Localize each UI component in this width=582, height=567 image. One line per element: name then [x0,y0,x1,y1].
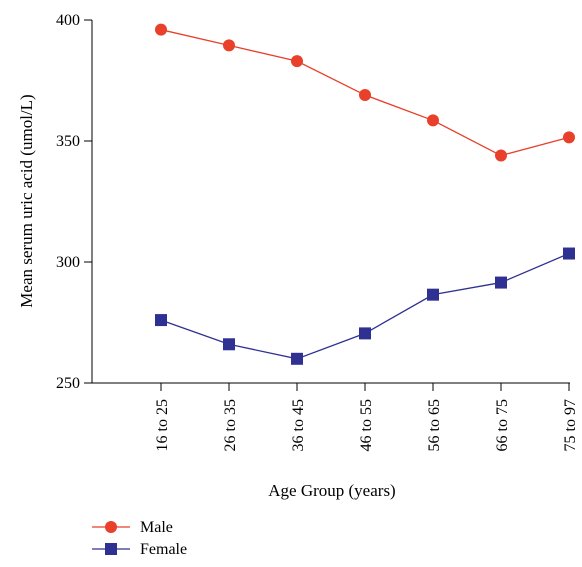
y-tick-label: 350 [56,133,80,150]
male-legend-label: Male [140,519,173,536]
x-ticks: 16 to 25 26 to 35 36 to 45 46 to 55 56 to 65… [154,383,579,451]
female-point [359,327,371,340]
y-tick-label: 400 [56,12,80,29]
x-tick-label: 26 to 35 [222,399,239,451]
female-point [223,338,235,351]
male-point [427,114,439,127]
legend: Male Female [92,519,187,558]
female-series-line [160,252,570,360]
y-tick-label: 300 [56,254,80,271]
y-axis-title: Mean serum uric acid (umol/L) [17,94,36,307]
female-legend-label: Female [140,541,187,558]
male-point [495,149,507,162]
axes [91,20,570,384]
female-point [563,247,575,260]
male-point [359,89,371,102]
y-tick-label: 250 [56,375,80,392]
x-tick-label: 56 to 65 [426,399,443,451]
male-point [223,39,235,52]
male-point [155,23,167,36]
female-point [427,288,439,301]
x-tick-label: 46 to 55 [358,399,375,451]
male-legend-marker [105,521,117,533]
female-legend-marker [105,543,117,555]
x-tick-label: 66 to 75 [494,399,511,451]
x-axis-title: Age Group (years) [268,481,395,500]
female-point [291,352,303,365]
x-tick-label: 36 to 45 [290,399,307,451]
male-point [563,131,575,144]
x-tick-label: 75 to 97 [562,399,579,451]
series-layer [155,23,575,365]
male-point [291,55,303,68]
female-point [495,276,507,289]
x-tick-label: 16 to 25 [154,399,171,451]
y-ticks: 250 300 350 400 [56,12,92,392]
female-point [155,314,167,327]
